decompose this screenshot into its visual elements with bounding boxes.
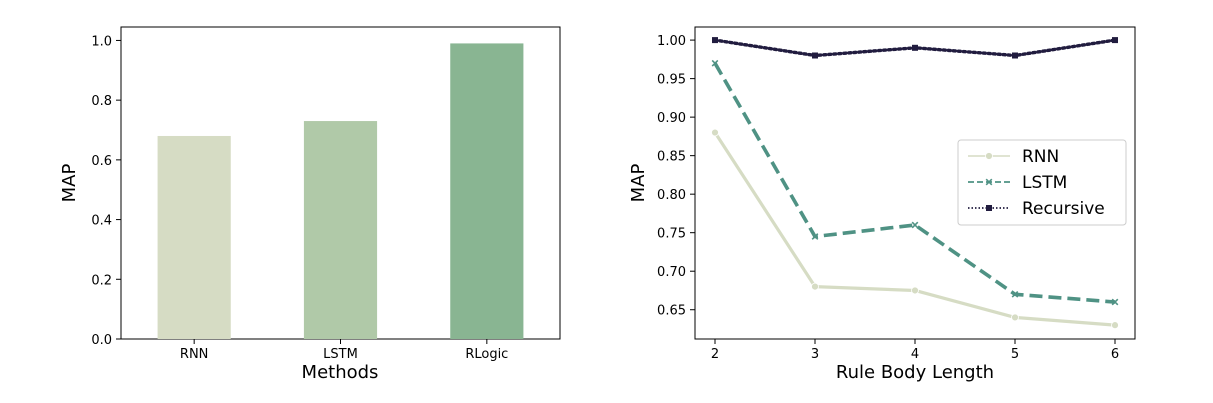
legend-label-recursive: Recursive: [1022, 199, 1105, 219]
point-lstm: [1111, 298, 1119, 306]
line-y-tick-label: 0.75: [657, 227, 686, 242]
line-series-group: [711, 37, 1119, 330]
legend-label-lstm: LSTM: [1022, 173, 1067, 193]
series-lstm: [711, 59, 1119, 306]
line-y-axis-label: MAP: [628, 164, 649, 203]
legend: RNN LSTM Recursive: [957, 139, 1127, 226]
line-x-tick-label: 2: [711, 347, 719, 362]
point-rnn: [811, 282, 819, 291]
bar-rlogic: [450, 43, 524, 339]
line-y-tick-label: 1.00: [657, 34, 686, 49]
bar-y-tick-label: 0.2: [91, 273, 112, 288]
bar-y-tick-label: 0.8: [91, 94, 112, 109]
line-y-axis-ticks: 0.65 0.70 0.75 0.80 0.85 0.90 0.95 1.00: [657, 34, 695, 319]
point-lstm: [811, 233, 819, 240]
bar-x-axis-ticks: RNN LSTM RLogic: [180, 339, 508, 362]
point-rnn: [1111, 321, 1119, 330]
line-x-tick-label: 3: [811, 347, 819, 362]
line-x-tick-label: 6: [1111, 347, 1119, 362]
line-y-tick-label: 0.70: [657, 265, 686, 280]
line-x-tick-label: 4: [911, 347, 919, 362]
bar-lstm: [303, 121, 378, 339]
point-lstm: [911, 221, 919, 229]
bar-series: [157, 43, 524, 339]
series-recursive: [712, 37, 1118, 59]
line-x-axis-ticks: 2 3 4 5 6: [711, 339, 1119, 362]
legend-marker-lstm: [985, 178, 993, 186]
bar-rnn: [157, 135, 231, 339]
point-rnn: [911, 286, 919, 295]
bar-y-tick-label: 0.4: [91, 214, 112, 229]
bar-chart: 0.0 0.2 0.4 0.6 0.8 1.0 RNN LSTM RLogic Methods…: [59, 26, 561, 383]
legend-box: [957, 139, 1127, 226]
point-recursive: [1012, 52, 1018, 59]
point-rnn: [1011, 313, 1019, 322]
line-x-tick-label: 5: [1011, 347, 1019, 362]
point-recursive: [1112, 37, 1118, 44]
line-y-tick-label: 0.95: [657, 73, 686, 88]
line-y-tick-label: 0.90: [657, 111, 686, 126]
series-line-lstm: [713, 62, 1116, 304]
line-y-tick-label: 0.65: [657, 304, 686, 319]
bar-y-tick-label: 0.6: [91, 154, 112, 169]
point-lstm: [1011, 290, 1019, 298]
bar-x-tick-label: LSTM: [323, 347, 358, 362]
bar-y-axis-ticks: 0.0 0.2 0.4 0.6 0.8 1.0: [91, 34, 121, 348]
point-recursive: [812, 52, 818, 59]
point-rnn: [711, 128, 719, 137]
line-y-tick-label: 0.80: [657, 188, 686, 203]
bar-x-tick-label: RLogic: [465, 347, 508, 362]
point-recursive: [912, 44, 918, 51]
line-x-axis-label: Rule Body Length: [836, 362, 994, 383]
point-lstm: [711, 59, 719, 67]
line-y-tick-label: 0.85: [657, 150, 686, 165]
legend-label-rnn: RNN: [1022, 147, 1059, 167]
bar-x-axis-label: Methods: [302, 362, 379, 383]
legend-marker-recursive: [986, 205, 992, 211]
line-chart: 0.65 0.70 0.75 0.80 0.85 0.90 0.95 1.00 2 3 4 5 6 R…: [628, 26, 1136, 383]
point-recursive: [712, 37, 718, 44]
bar-y-axis-label: MAP: [59, 164, 80, 203]
bar-y-tick-label: 1.0: [91, 34, 112, 49]
legend-marker-rnn: [985, 152, 993, 160]
series-rnn: [711, 128, 1119, 330]
bar-x-tick-label: RNN: [180, 347, 208, 362]
bar-y-tick-label: 0.0: [91, 333, 112, 348]
